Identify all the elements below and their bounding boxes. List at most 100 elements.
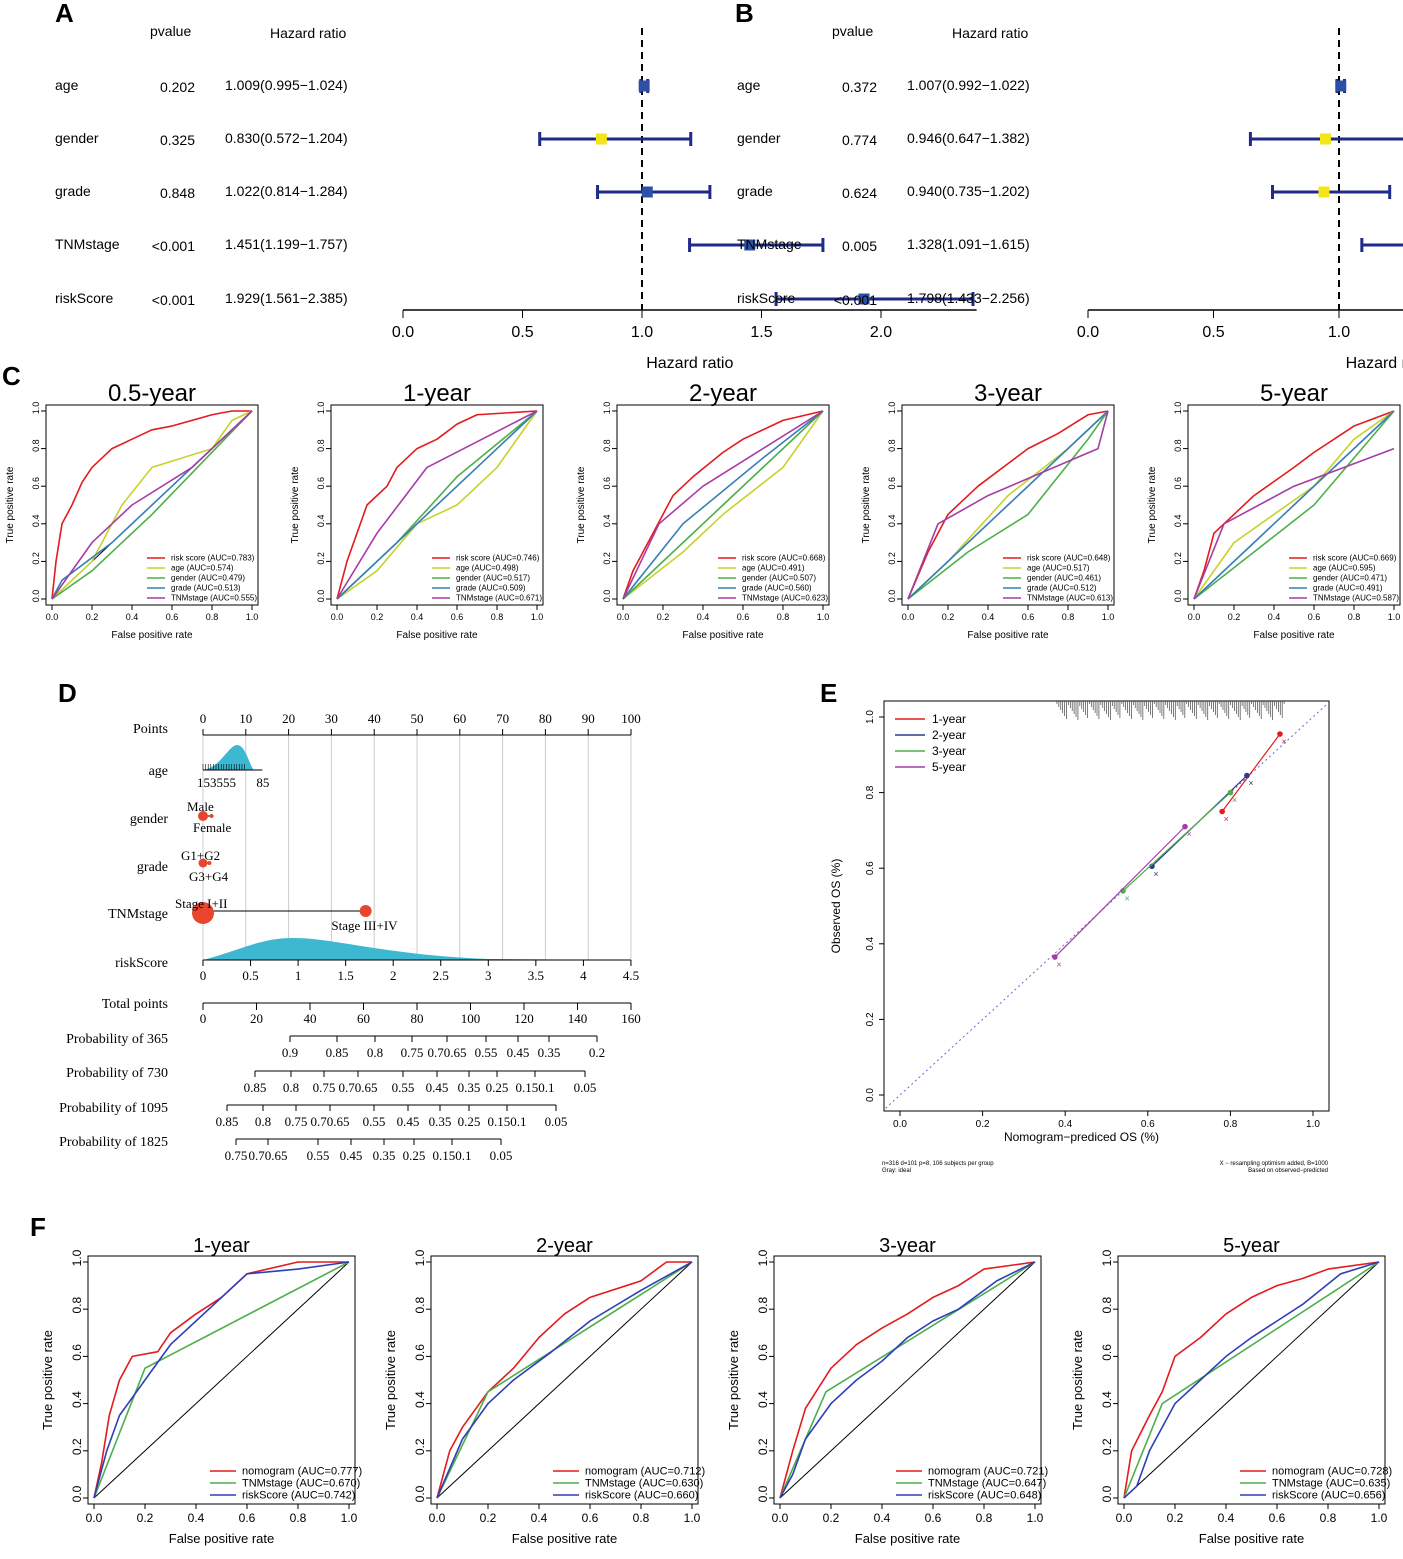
legend-label: riskScore (AUC=0.648) — [928, 1490, 1041, 1502]
x-axis-label: Nomogram−prediced OS (%) — [1004, 1130, 1159, 1144]
y-tick-label: 1.0 — [887, 402, 897, 415]
roc-plot-c-1: 1-year 0.0 0.0 0.2 0.2 0.4 0.4 0.6 0.6 0.8 0.8 1.0 1… — [290, 380, 544, 641]
diagonal-line — [93, 1261, 350, 1499]
y-tick-label: 0.6 — [1100, 1344, 1114, 1361]
y-tick-label: 0.4 — [70, 1391, 84, 1408]
tnm-dot — [192, 902, 214, 924]
calibration-point — [1182, 823, 1188, 830]
roc-plot-f-2: 3-year 0.00.0 0.2 0.2 0.4 0.4 0.6 0.6 0.8 0.8 1.0 1… — [726, 1235, 1048, 1546]
roc-curve — [622, 410, 824, 600]
x-tick-label: 0.6 — [166, 612, 179, 622]
grade-dot — [207, 861, 212, 865]
prob1825-tick-label: 0.25 — [403, 1148, 426, 1163]
y-tick-label: 0.6 — [1173, 477, 1183, 490]
prob1095-tick-label: 0.25 — [458, 1114, 481, 1129]
row-hr-text: 1.451(1.199−1.757) — [225, 236, 348, 252]
gender-label: Female — [193, 820, 231, 835]
y-axis-label: True positive rate — [1070, 1330, 1085, 1430]
legend-label: gender (AUC=0.517) — [456, 574, 530, 583]
x-tick-label: 2.0 — [870, 324, 892, 341]
y-tick-label: 1.0 — [865, 710, 876, 724]
plot-frame — [1117, 1255, 1386, 1505]
legend-label: grade (AUC=0.509) — [456, 584, 526, 593]
legend-label: grade (AUC=0.512) — [1027, 584, 1097, 593]
roc-curve — [336, 410, 538, 600]
resample-mark: × — [1248, 778, 1253, 788]
riskscore-tick-label: 3 — [485, 968, 492, 983]
riskscore-tick-label: 1 — [295, 968, 302, 983]
row-label: age — [55, 77, 79, 93]
x-tick-label: 0.4 — [126, 612, 139, 622]
tnm-label: Stage III+IV — [331, 918, 398, 933]
riskscore-tick-label: 0.5 — [242, 968, 258, 983]
panel-letter-f: F — [30, 1212, 46, 1242]
y-tick-label: 0.8 — [1100, 1297, 1114, 1314]
roc-curve — [779, 1261, 1036, 1499]
x-tick-label: 0.4 — [982, 612, 995, 622]
legend-label: age (AUC=0.498) — [456, 564, 519, 573]
row-hr-text: 0.940(0.735−1.202) — [907, 183, 1030, 199]
y-tick-label: 0.2 — [602, 552, 612, 565]
y-tick-label: 0.0 — [31, 590, 41, 603]
roc-curve — [336, 410, 538, 600]
row-label: TNMstage — [55, 236, 120, 252]
legend-label: grade (AUC=0.513) — [171, 584, 241, 593]
legend-label: age (AUC=0.517) — [1027, 564, 1090, 573]
x-tick-label: 1.0 — [817, 612, 830, 622]
total-tick-label: 40 — [304, 1011, 317, 1026]
prob1825-tick-label: 0.75 — [225, 1148, 248, 1163]
legend-label: gender (AUC=0.507) — [742, 574, 816, 583]
prob730-tick-label: 0.150.1 — [516, 1080, 555, 1095]
x-tick-label: 1.0 — [341, 1511, 358, 1525]
x-tick-label: 0.0 — [429, 1511, 446, 1525]
hazard-ratio-header: Hazard ratio — [952, 25, 1028, 41]
legend-label: risk score (AUC=0.648) — [1027, 554, 1111, 563]
hr-point — [638, 80, 650, 92]
points-tick-label: 10 — [239, 711, 252, 726]
prob365-tick-label: 0.85 — [326, 1045, 349, 1060]
prob1825-tick-label: 0.150.1 — [433, 1148, 472, 1163]
plot-title: 3-year — [974, 380, 1042, 407]
points-tick-label: 90 — [582, 711, 595, 726]
x-axis-label: Hazard ratio — [646, 355, 733, 372]
roc-curve — [907, 410, 1109, 600]
x-tick-label: 1.0 — [1027, 1511, 1044, 1525]
x-tick-label: 0.8 — [976, 1511, 993, 1525]
x-tick-label: 0.8 — [206, 612, 219, 622]
plot-frame — [616, 404, 830, 606]
roc-curve — [1123, 1261, 1380, 1499]
total-tick-label: 120 — [514, 1011, 534, 1026]
forest-plot-b: pvalue Hazard ratio age 0.372 1.007(0.992−1.… — [737, 23, 1403, 372]
legend-label: age (AUC=0.595) — [1313, 564, 1376, 573]
nomogram-row-label: Total points — [102, 997, 168, 1012]
roc-curve — [93, 1261, 350, 1499]
grade-label: G1+G2 — [181, 848, 220, 863]
y-tick-label: 1.0 — [31, 402, 41, 415]
note-right: Based on observed−predicted — [1248, 1168, 1328, 1174]
panel-letter-e: E — [820, 678, 837, 708]
row-pvalue: 0.325 — [160, 132, 195, 148]
prob730-tick-label: 0.8 — [283, 1080, 299, 1095]
prob1825-tick-label: 0.35 — [373, 1148, 396, 1163]
pvalue-header: pvalue — [150, 23, 191, 39]
y-axis-label: True positive rate — [726, 1330, 741, 1430]
roc-curve — [51, 410, 253, 600]
prob1095-tick-label: 0.35 — [429, 1114, 452, 1129]
plot-frame — [901, 404, 1115, 606]
y-tick-label: 0.2 — [865, 1012, 876, 1026]
x-tick-label: 0.8 — [1320, 1511, 1337, 1525]
y-tick-label: 1.0 — [1173, 402, 1183, 415]
x-axis-label: False positive rate — [512, 1531, 618, 1546]
x-tick-label: 0.4 — [411, 612, 424, 622]
plot-frame — [330, 404, 544, 606]
points-tick-label: 40 — [368, 711, 381, 726]
y-tick-label: 0.2 — [316, 552, 326, 565]
age-tick-label: 85 — [256, 775, 269, 790]
roc-plot-c-0: 0.5-year 0.0 0.0 0.2 0.2 0.4 0.4 0.6 0.6 0.8 0.8 1.… — [5, 380, 259, 641]
roc-curve — [1193, 410, 1395, 600]
y-axis-label: True positive rate — [290, 466, 301, 543]
calibration-point — [1052, 954, 1058, 960]
plot-title: 0.5-year — [108, 380, 196, 407]
y-tick-label: 0.8 — [1173, 439, 1183, 452]
y-tick-label: 0.6 — [31, 477, 41, 490]
